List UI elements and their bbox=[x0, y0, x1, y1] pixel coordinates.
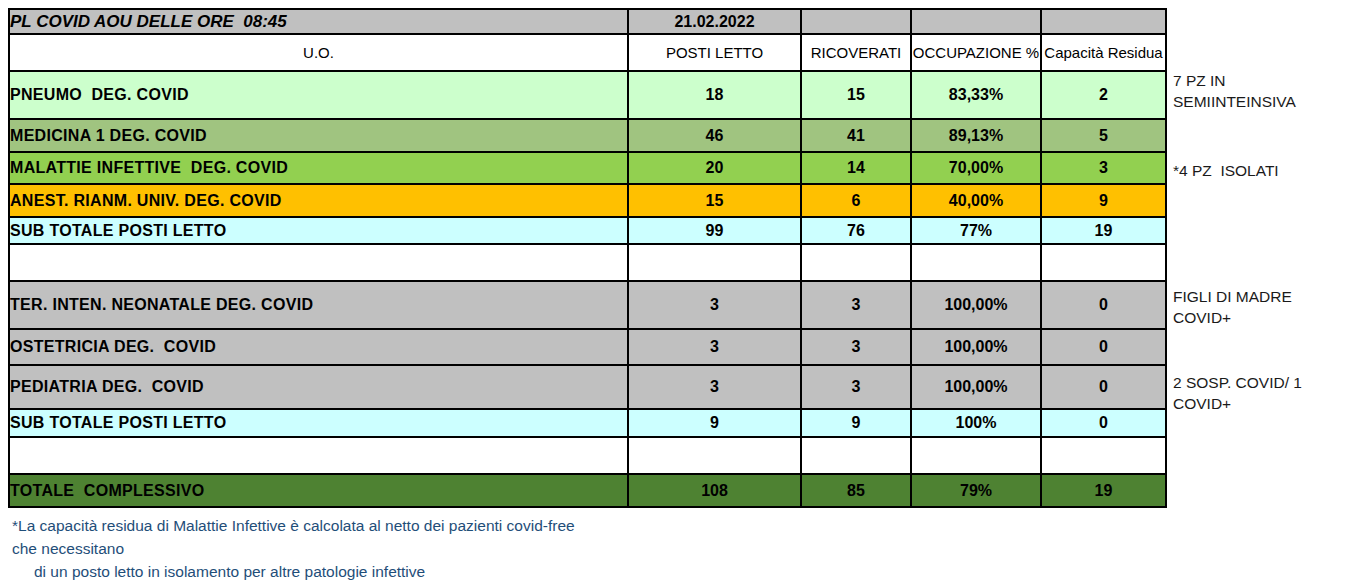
footnote-line: *La capacità residua di Malattie Infetti… bbox=[12, 514, 692, 537]
column-header-posti-letto: POSTI LETTO bbox=[628, 34, 801, 71]
table-row-ostetricia: OSTETRICIA DEG. COVID 3 3 100,00% 0 bbox=[9, 329, 1166, 365]
annotation-sosp-covid: 2 SOSP. COVID/ 1 COVID+ bbox=[1173, 372, 1345, 414]
uo-label: TER. INTEN. NEONATALE DEG. COVID bbox=[9, 281, 628, 329]
occupazione-value: 89,13% bbox=[911, 119, 1041, 152]
ricoverati-value: 3 bbox=[801, 365, 911, 409]
occupazione-value bbox=[911, 244, 1041, 281]
table-row-anest-rianm: ANEST. RIANM. UNIV. DEG. COVID 15 6 40,0… bbox=[9, 184, 1166, 217]
uo-label: TOTALE COMPLESSIVO bbox=[9, 474, 628, 507]
table-row-ter-inten-neonatale: TER. INTEN. NEONATALE DEG. COVID 3 3 100… bbox=[9, 281, 1166, 329]
report-date: 21.02.2022 bbox=[628, 9, 801, 34]
posti-letto-value bbox=[628, 437, 801, 474]
ricoverati-value: 6 bbox=[801, 184, 911, 217]
table-row-subtotale-1: SUB TOTALE POSTI LETTO 99 76 77% 19 bbox=[9, 217, 1166, 244]
annotation-semintensiva: 7 PZ IN SEMIINTEINSIVA bbox=[1173, 70, 1345, 112]
uo-label: MEDICINA 1 DEG. COVID bbox=[9, 119, 628, 152]
occupazione-value: 100,00% bbox=[911, 365, 1041, 409]
covid-beds-report: PL COVID AOU DELLE ORE 08:45 21.02.2022 … bbox=[0, 0, 1347, 588]
capacita-value: 5 bbox=[1041, 119, 1166, 152]
ricoverati-value bbox=[801, 437, 911, 474]
occupazione-value: 100,00% bbox=[911, 329, 1041, 365]
occupazione-value: 83,33% bbox=[911, 71, 1041, 119]
table-row-spacer-2 bbox=[9, 437, 1166, 474]
table-row-spacer-1 bbox=[9, 244, 1166, 281]
table-row-pneumo: PNEUMO DEG. COVID 18 15 83,33% 2 bbox=[9, 71, 1166, 119]
table-row-pediatria: PEDIATRIA DEG. COVID 3 3 100,00% 0 bbox=[9, 365, 1166, 409]
capacita-value: 0 bbox=[1041, 329, 1166, 365]
uo-label bbox=[9, 437, 628, 474]
capacita-value: 0 bbox=[1041, 365, 1166, 409]
uo-label: SUB TOTALE POSTI LETTO bbox=[9, 217, 628, 244]
posti-letto-value: 46 bbox=[628, 119, 801, 152]
table-row-totale-complessivo: TOTALE COMPLESSIVO 108 85 79% 19 bbox=[9, 474, 1166, 507]
table-title-row: PL COVID AOU DELLE ORE 08:45 21.02.2022 bbox=[9, 9, 1166, 34]
empty-cell bbox=[911, 9, 1041, 34]
table-row-medicina1: MEDICINA 1 DEG. COVID 46 41 89,13% 5 bbox=[9, 119, 1166, 152]
column-header-uo: U.O. bbox=[9, 34, 628, 71]
capacita-value bbox=[1041, 244, 1166, 281]
footnote: *La capacità residua di Malattie Infetti… bbox=[12, 514, 692, 583]
posti-letto-value: 18 bbox=[628, 71, 801, 119]
uo-label: ANEST. RIANM. UNIV. DEG. COVID bbox=[9, 184, 628, 217]
footnote-line: che necessitano bbox=[12, 537, 692, 560]
posti-letto-value: 9 bbox=[628, 409, 801, 437]
table-row-subtotale-2: SUB TOTALE POSTI LETTO 9 9 100% 0 bbox=[9, 409, 1166, 437]
annotation-isolati: *4 PZ ISOLATI bbox=[1173, 160, 1345, 181]
occupazione-value: 100,00% bbox=[911, 281, 1041, 329]
capacita-value bbox=[1041, 437, 1166, 474]
capacita-value: 9 bbox=[1041, 184, 1166, 217]
capacita-value: 2 bbox=[1041, 71, 1166, 119]
posti-letto-value: 3 bbox=[628, 365, 801, 409]
ricoverati-value: 85 bbox=[801, 474, 911, 507]
posti-letto-value: 3 bbox=[628, 329, 801, 365]
occupazione-value: 40,00% bbox=[911, 184, 1041, 217]
table-row-malattie-infettive: MALATTIE INFETTIVE DEG. COVID 20 14 70,0… bbox=[9, 152, 1166, 184]
occupazione-value: 77% bbox=[911, 217, 1041, 244]
capacita-value: 0 bbox=[1041, 281, 1166, 329]
ricoverati-value bbox=[801, 244, 911, 281]
uo-label: SUB TOTALE POSTI LETTO bbox=[9, 409, 628, 437]
ricoverati-value: 3 bbox=[801, 281, 911, 329]
covid-beds-table: PL COVID AOU DELLE ORE 08:45 21.02.2022 … bbox=[8, 8, 1167, 508]
uo-label bbox=[9, 244, 628, 281]
capacita-value: 3 bbox=[1041, 152, 1166, 184]
ricoverati-value: 14 bbox=[801, 152, 911, 184]
posti-letto-value bbox=[628, 244, 801, 281]
ricoverati-value: 41 bbox=[801, 119, 911, 152]
column-header-ricoverati: RICOVERATI bbox=[801, 34, 911, 71]
posti-letto-value: 15 bbox=[628, 184, 801, 217]
table-header-row: U.O. POSTI LETTO RICOVERATI OCCUPAZIONE … bbox=[9, 34, 1166, 71]
occupazione-value: 79% bbox=[911, 474, 1041, 507]
uo-label: PEDIATRIA DEG. COVID bbox=[9, 365, 628, 409]
empty-cell bbox=[801, 9, 911, 34]
empty-cell bbox=[1041, 9, 1166, 34]
column-header-capacita: Capacità Residua bbox=[1041, 34, 1166, 71]
ricoverati-value: 15 bbox=[801, 71, 911, 119]
column-header-occupazione: OCCUPAZIONE % bbox=[911, 34, 1041, 71]
occupazione-value: 100% bbox=[911, 409, 1041, 437]
occupazione-value bbox=[911, 437, 1041, 474]
ricoverati-value: 76 bbox=[801, 217, 911, 244]
uo-label: PNEUMO DEG. COVID bbox=[9, 71, 628, 119]
posti-letto-value: 20 bbox=[628, 152, 801, 184]
annotation-figli-di-madre: FIGLI DI MADRE COVID+ bbox=[1173, 286, 1323, 328]
capacita-value: 0 bbox=[1041, 409, 1166, 437]
report-title: PL COVID AOU DELLE ORE 08:45 bbox=[9, 9, 628, 34]
posti-letto-value: 108 bbox=[628, 474, 801, 507]
posti-letto-value: 99 bbox=[628, 217, 801, 244]
ricoverati-value: 3 bbox=[801, 329, 911, 365]
uo-label: MALATTIE INFETTIVE DEG. COVID bbox=[9, 152, 628, 184]
capacita-value: 19 bbox=[1041, 474, 1166, 507]
occupazione-value: 70,00% bbox=[911, 152, 1041, 184]
posti-letto-value: 3 bbox=[628, 281, 801, 329]
uo-label: OSTETRICIA DEG. COVID bbox=[9, 329, 628, 365]
footnote-line: di un posto letto in isolamento per altr… bbox=[12, 560, 692, 583]
ricoverati-value: 9 bbox=[801, 409, 911, 437]
capacita-value: 19 bbox=[1041, 217, 1166, 244]
